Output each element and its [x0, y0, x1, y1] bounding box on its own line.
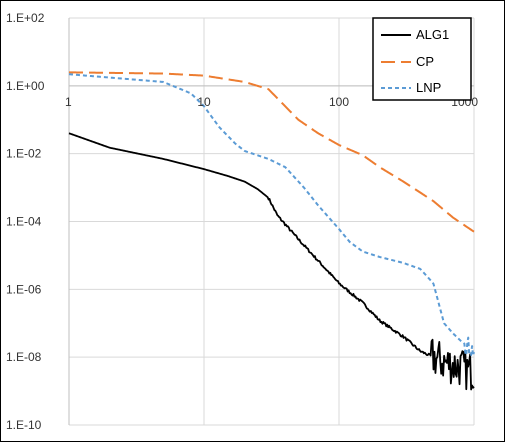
legend-label-lnp: LNP — [416, 80, 441, 95]
series-line-alg1 — [68, 132, 475, 391]
y-tick-label: 1.E-04 — [6, 215, 42, 229]
y-tick-label: 1.E+00 — [6, 79, 45, 93]
y-tick-label: 1.E-10 — [6, 418, 42, 432]
legend: ALG1 CP LNP — [372, 17, 472, 101]
x-tick-label: 10 — [197, 95, 211, 109]
y-tick-label: 1.E+02 — [6, 11, 45, 25]
x-tick-label: 1 — [65, 95, 72, 109]
series-line-cp — [68, 71, 475, 233]
legend-label-alg1: ALG1 — [416, 27, 449, 42]
y-tick-label: 1.E-02 — [6, 147, 42, 161]
legend-box — [372, 17, 472, 101]
x-tick-label: 100 — [329, 95, 349, 109]
series-layer — [68, 71, 475, 391]
legend-label-cp: CP — [416, 54, 434, 69]
y-tick-label: 1.E-06 — [6, 282, 42, 296]
series-line-lnp — [68, 73, 475, 357]
y-tick-label: 1.E-08 — [6, 350, 42, 364]
